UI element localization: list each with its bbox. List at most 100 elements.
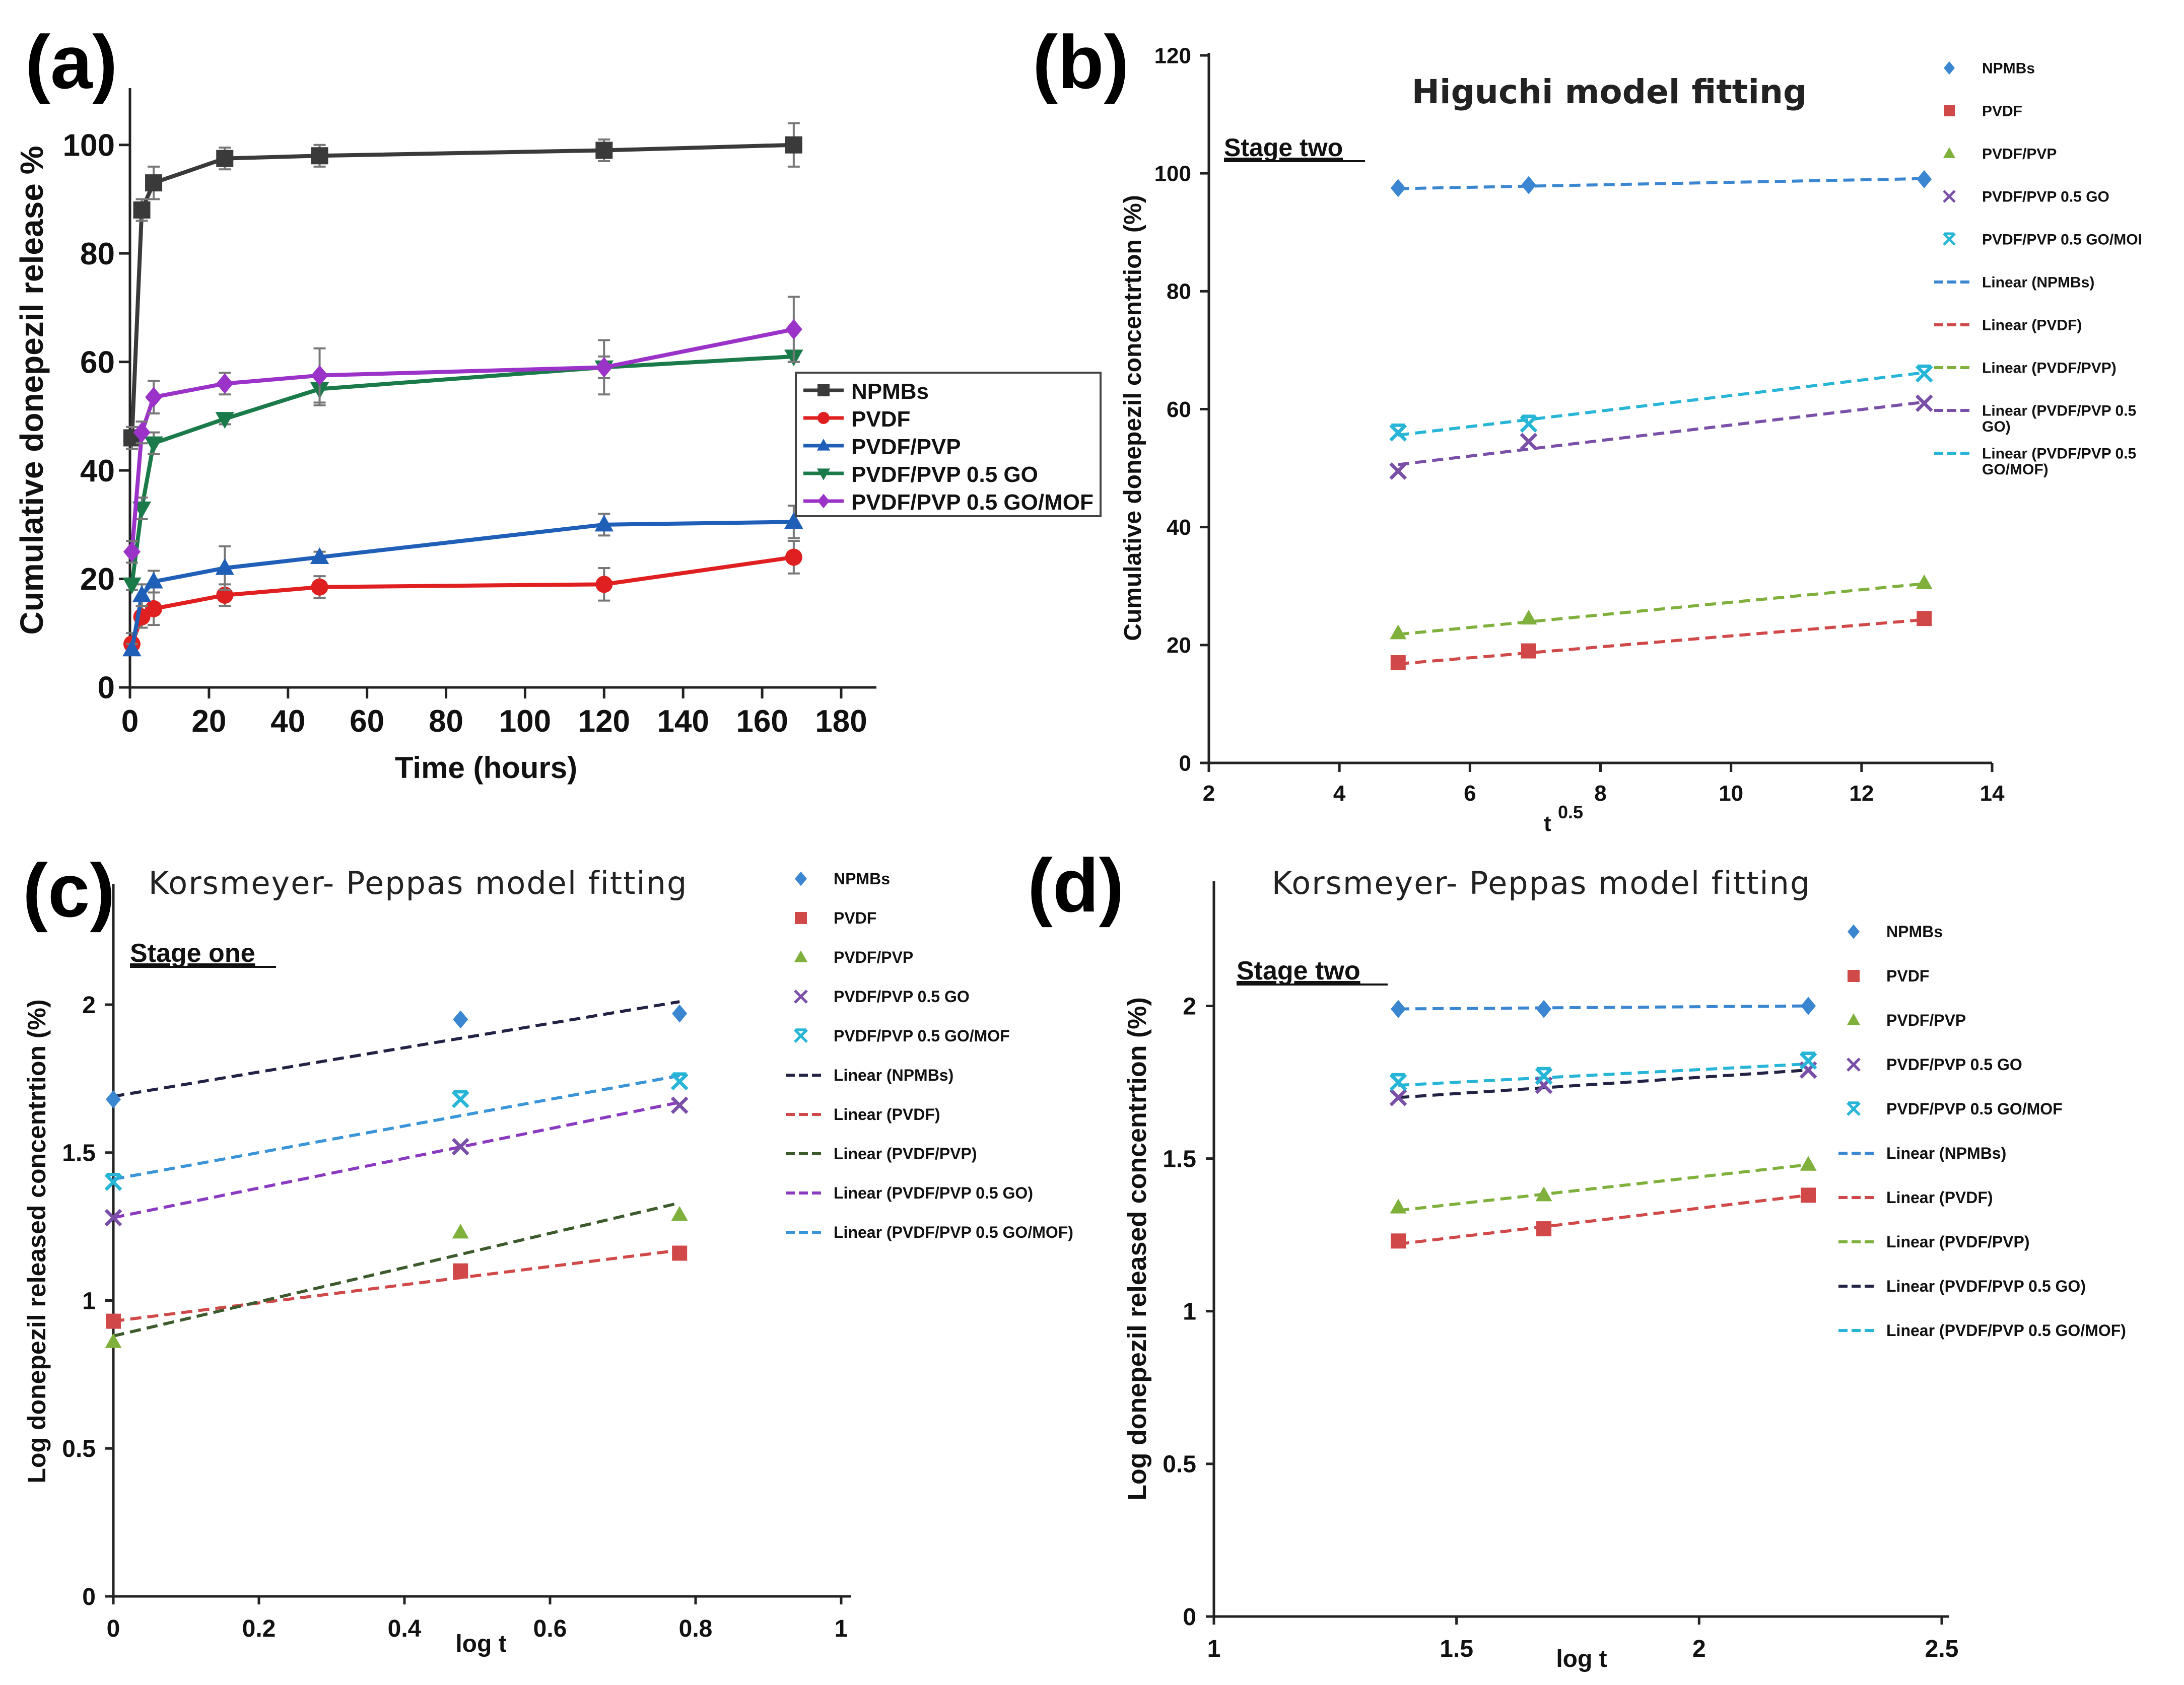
- x-tick-label: 12: [1849, 781, 1874, 806]
- data-point: [672, 1004, 688, 1023]
- y-tick-label: 0: [98, 671, 115, 706]
- data-point: [1801, 997, 1816, 1015]
- x-tick-label: 1.5: [1440, 1636, 1473, 1662]
- legend-entry-continued: GO): [1982, 418, 2011, 435]
- y-tick-label: 20: [1167, 633, 1191, 658]
- legend-swatch-marker: [1847, 1058, 1861, 1072]
- chart-title: Higuchi model fitting: [1412, 73, 1807, 111]
- x-tick-label: 100: [499, 704, 551, 739]
- data-point: [104, 1173, 122, 1191]
- chart-subtitle: Stage two: [1237, 956, 1360, 986]
- fit-line-linear-pvdf-pvp: [1398, 1163, 1809, 1212]
- data-point: [311, 147, 328, 165]
- legend-entry: PVDF/PVP 0.5 GO/MOF: [1886, 1100, 2063, 1118]
- legend-entry: Linear (PVDF/PVP 0.5: [1982, 446, 2136, 462]
- y-tick-label: 0: [1183, 1604, 1196, 1631]
- x-tick-label: 80: [429, 704, 463, 739]
- legend-entry: NPMBs: [834, 870, 890, 888]
- data-point: [595, 142, 613, 159]
- fit-line-linear-npmbs: [1398, 177, 1925, 190]
- x-tick-label: 10: [1719, 781, 1743, 806]
- legend-swatch-marker: [795, 912, 807, 924]
- x-tick-label: 0.2: [242, 1616, 276, 1642]
- fit-line-linear-pvdf-pvp-0-5-go: [113, 1100, 680, 1219]
- y-tick-label: 120: [1154, 43, 1191, 68]
- legend: NPMBs PVDF PVDF/PVP PVDF/PVP 0.5 GO PVDF/PVP…: [1838, 923, 2126, 1340]
- data-point: [670, 1072, 689, 1091]
- data-point: [453, 1263, 468, 1279]
- legend-entry: PVDF/PVP 0.5 GO: [834, 988, 970, 1006]
- legend-entry-continued: GO/MOF): [1982, 461, 2049, 478]
- legend-swatch-marker: [816, 439, 831, 451]
- data-point: [451, 1090, 469, 1108]
- data-point: [145, 387, 163, 408]
- data-point: [1800, 1156, 1817, 1171]
- legend-swatch-marker: [1944, 61, 1955, 75]
- y-axis-title: Cumulative donepezil release %: [14, 146, 50, 635]
- legend-entry: PVDF/PVP: [1886, 1011, 1966, 1029]
- panel-a: (a) 0 20 40 60 80 100 120 140 160 180 0 20 40 60 80 100 T…: [14, 20, 1102, 785]
- y-tick-label: 0: [1179, 751, 1191, 776]
- data-point: [216, 150, 234, 167]
- data-point: [1521, 176, 1536, 194]
- fit-line-linear-pvdf-pvp: [113, 1201, 680, 1338]
- y-tick-label: 1: [1183, 1299, 1196, 1325]
- x-tick-label: 1: [1207, 1636, 1221, 1662]
- x-tick-label: 0.6: [533, 1616, 567, 1642]
- series-pvdf: [1390, 611, 1932, 670]
- data-point: [1520, 609, 1537, 625]
- y-tick-label: 100: [63, 128, 115, 163]
- data-point: [106, 1090, 121, 1108]
- data-point: [1389, 462, 1407, 480]
- series-pvdf-pvp-0-5-go-mof: [123, 296, 802, 564]
- legend-entry: PVDF: [1982, 103, 2022, 120]
- legend-entry: Linear (NPMBs): [834, 1066, 953, 1084]
- fit-line-linear-pvdf: [1398, 1193, 1809, 1246]
- y-axis-title: Log donepezil released concentrtion (%): [23, 999, 51, 1483]
- data-point: [145, 174, 163, 192]
- legend-entry: Linear (PVDF/PVP 0.5 GO): [834, 1184, 1033, 1202]
- legend-entry: PVDF: [851, 407, 910, 432]
- data-point: [1520, 433, 1538, 451]
- series-line: [129, 354, 794, 585]
- data-point: [1917, 611, 1932, 626]
- series-npmbs: [1390, 170, 1932, 197]
- legend-entry: Linear (PVDF): [834, 1105, 940, 1124]
- legend-entry: PVDF/PVP 0.5 GO: [1982, 189, 2109, 205]
- data-point: [1801, 1187, 1816, 1203]
- data-point: [594, 515, 614, 532]
- data-point: [1389, 423, 1407, 442]
- panel-d: (d) 1 1.5 2 2.5 0 0.5 1 1.5 2 Korsmeyer- Peppas mo…: [1028, 843, 2126, 1672]
- x-tick-label: 2: [1692, 1636, 1706, 1662]
- data-point: [145, 600, 163, 617]
- data-point: [215, 412, 234, 429]
- x-tick-label: 20: [191, 704, 226, 739]
- chart-subtitle: Stage two: [1224, 133, 1343, 162]
- data-point: [311, 578, 328, 596]
- legend-entry: Linear (PVDF/PVP): [1886, 1233, 2030, 1251]
- y-tick-label: 20: [80, 562, 115, 597]
- legend-entry: Linear (PVDF/PVP): [834, 1145, 977, 1163]
- panel-label: (a): [25, 20, 117, 104]
- y-tick-label: 1: [82, 1288, 96, 1314]
- legend-entry: Linear (PVDF/PVP 0.5: [1982, 403, 2136, 419]
- legend-entry: PVDF/PVP 0.5 GO: [1886, 1056, 2022, 1074]
- series-pvdf-pvp: [105, 1206, 688, 1348]
- legend-swatch-marker: [817, 494, 830, 509]
- data-point: [1520, 414, 1538, 433]
- fit-line-linear-pvdf-pvp-0-5-go-mof: [1398, 371, 1925, 437]
- data-point: [670, 1096, 689, 1114]
- legend-entry: PVDF/PVP 0.5 GO/MOF: [851, 490, 1094, 515]
- series-npmbs: [106, 1004, 688, 1108]
- data-point: [144, 572, 163, 589]
- x-tick-label: 2: [1203, 781, 1215, 806]
- data-point: [1916, 574, 1933, 589]
- y-tick-label: 40: [80, 454, 115, 488]
- data-point: [1535, 1067, 1553, 1085]
- series-pvdf: [123, 540, 802, 656]
- legend-swatch-marker: [1848, 924, 1860, 939]
- x-tick-label: 40: [270, 704, 305, 739]
- x-tick-label: 0.8: [679, 1616, 713, 1642]
- panel-label: (b): [1033, 20, 1129, 104]
